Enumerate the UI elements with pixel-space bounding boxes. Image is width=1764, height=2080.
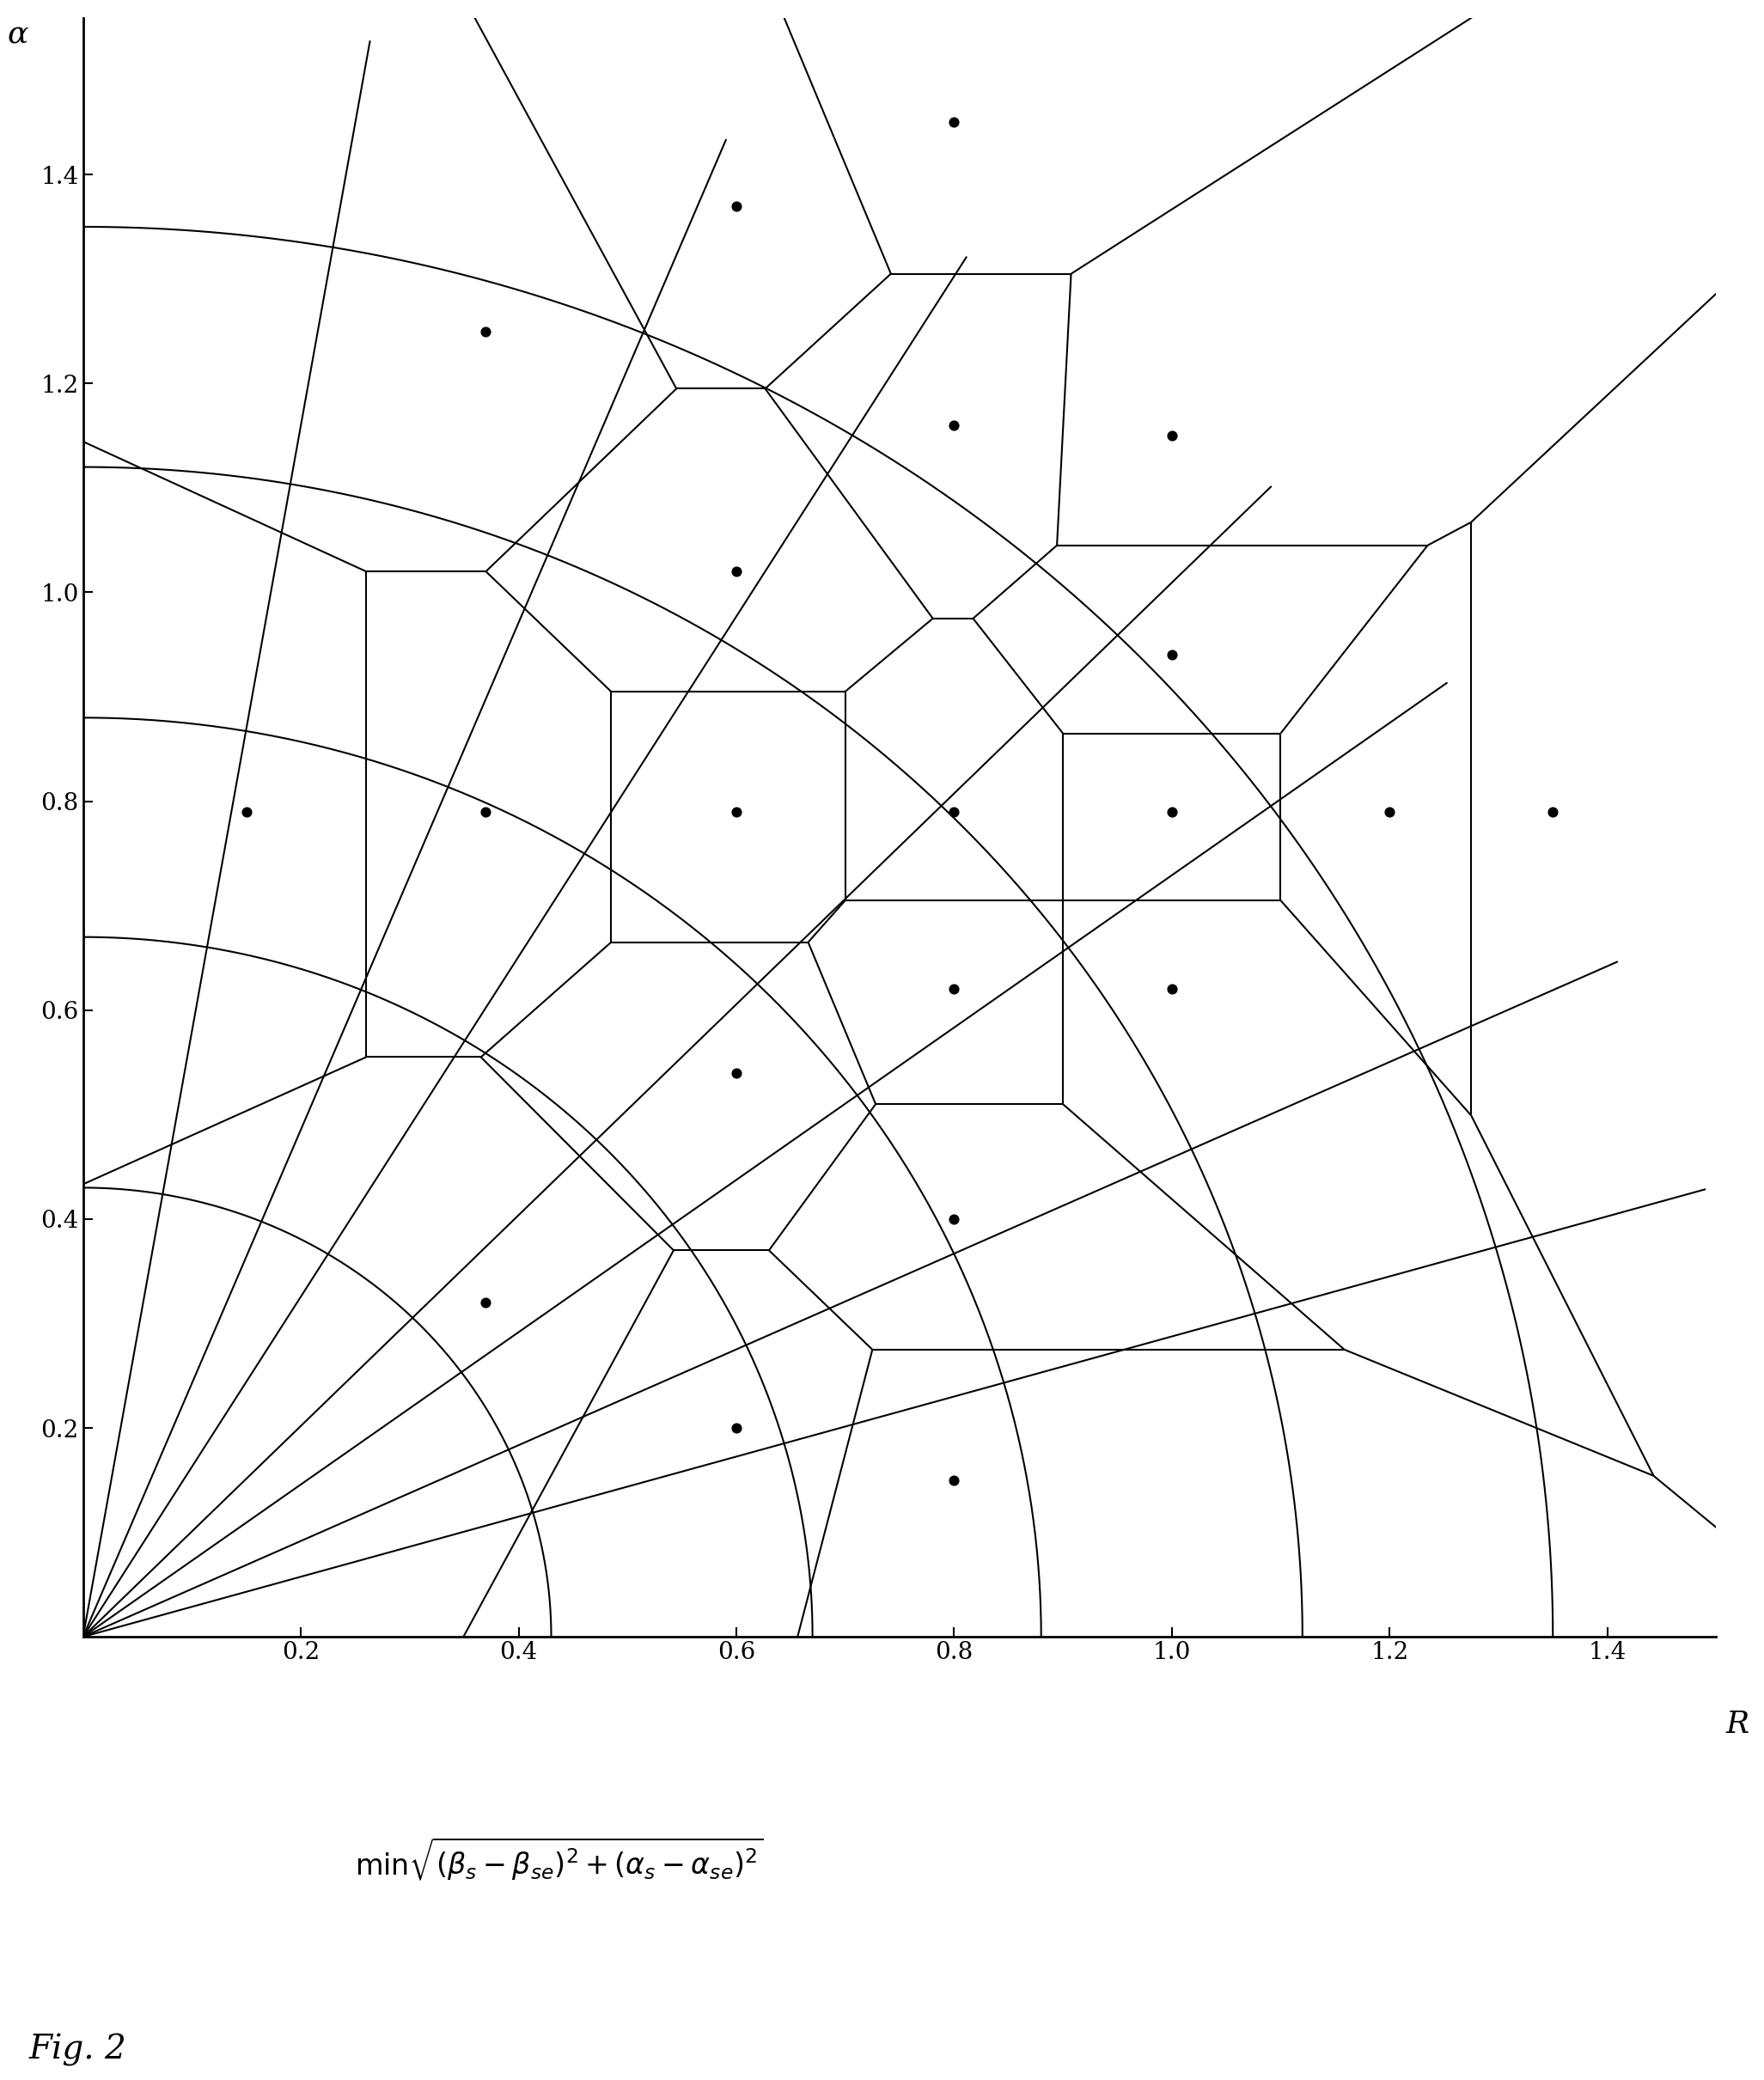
Point xyxy=(721,555,750,589)
Text: $\min \sqrt{(\beta_s - \beta_{se})^2 + (\alpha_s - \alpha_{se})^2}$: $\min \sqrt{(\beta_s - \beta_{se})^2 + (… xyxy=(355,1835,764,1882)
Point xyxy=(471,1285,499,1319)
Point xyxy=(233,795,261,828)
Text: Fig. 2: Fig. 2 xyxy=(28,2034,127,2065)
Point xyxy=(721,1057,750,1090)
Text: α: α xyxy=(7,21,28,50)
Point xyxy=(471,795,499,828)
Point xyxy=(1157,418,1185,451)
Point xyxy=(721,1410,750,1444)
Point xyxy=(940,973,968,1007)
Point xyxy=(1157,795,1185,828)
Point xyxy=(940,1464,968,1498)
Point xyxy=(1157,639,1185,672)
Point xyxy=(940,1202,968,1236)
Point xyxy=(1538,795,1566,828)
Point xyxy=(471,314,499,347)
Point xyxy=(1376,795,1404,828)
Text: R: R xyxy=(1727,1710,1750,1739)
Point xyxy=(1157,973,1185,1007)
Point xyxy=(721,189,750,223)
Point xyxy=(940,408,968,441)
Point xyxy=(721,795,750,828)
Point xyxy=(940,106,968,139)
Point xyxy=(940,795,968,828)
